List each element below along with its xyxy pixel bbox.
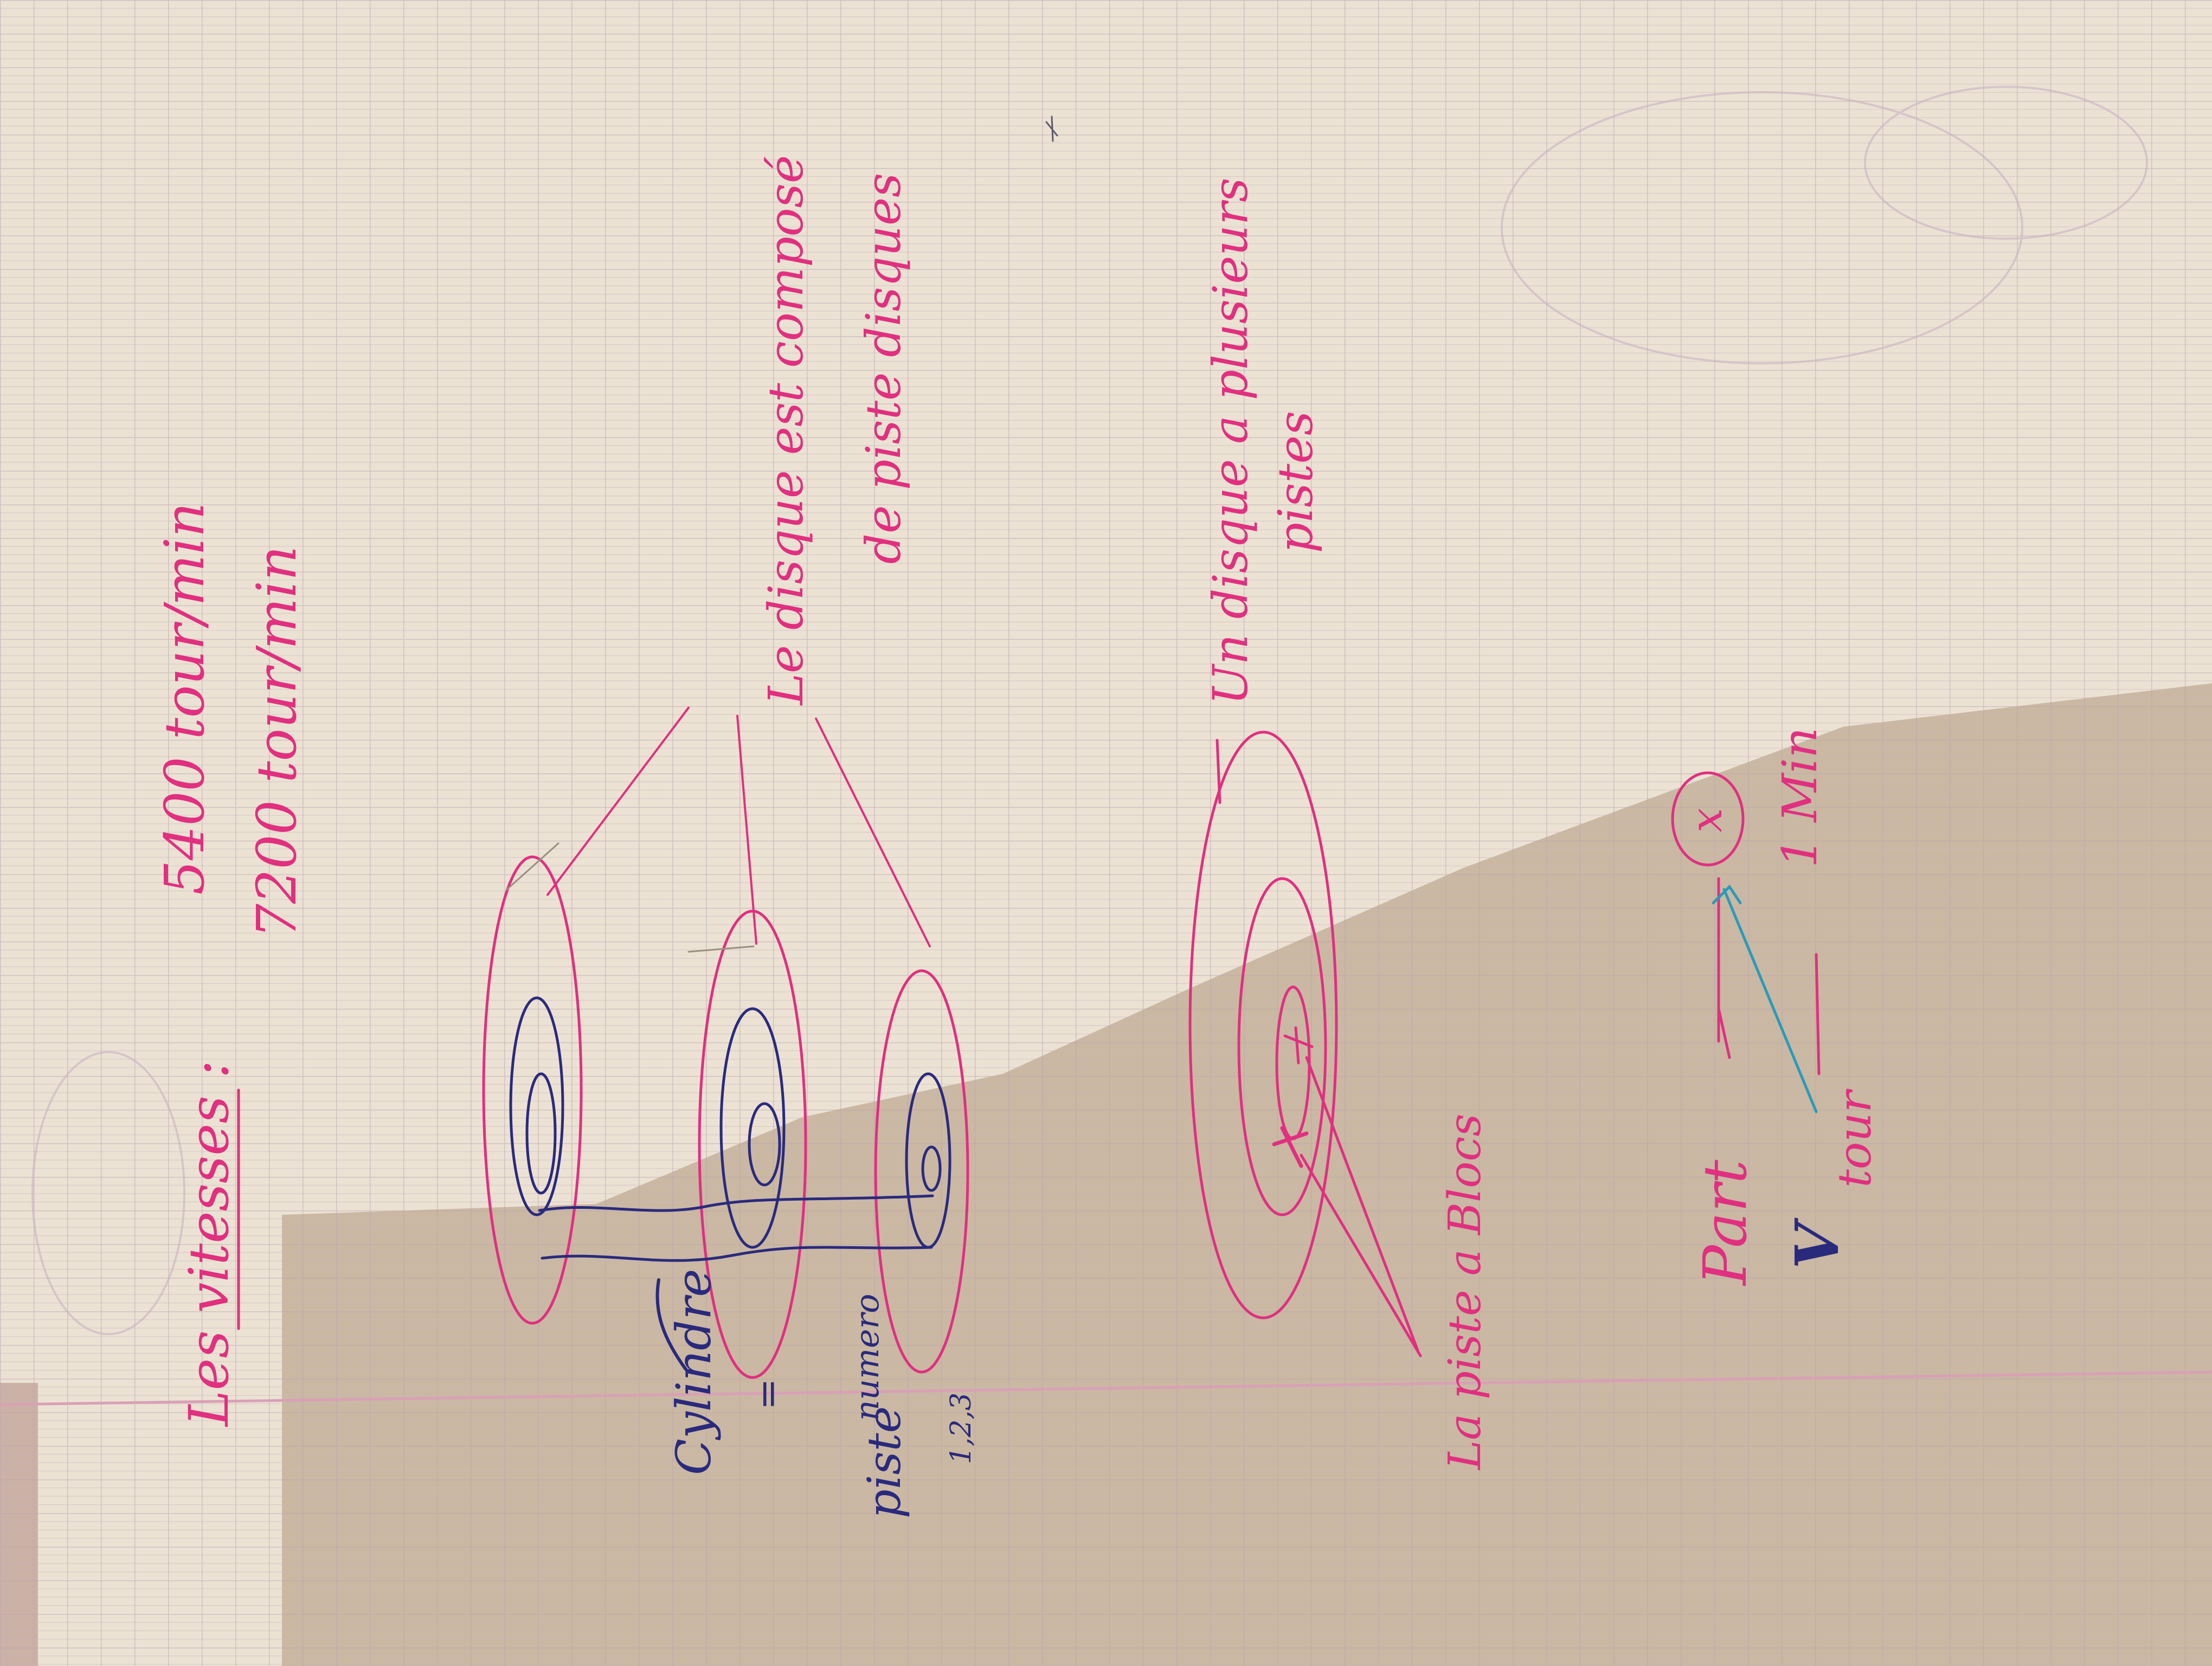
heading-text: Les vitesses :: [177, 1060, 241, 1427]
rule-v-text: V: [1782, 1218, 1852, 1269]
disk-stack-text-2: de piste disques: [856, 173, 911, 564]
margin-line: [0, 1370, 2212, 1406]
cylinder-line-bottom: [541, 1246, 933, 1262]
cylinder-line-top: [538, 1194, 934, 1212]
cylinder-text-3: piste: [858, 1406, 911, 1518]
cylinder-bracket: [655, 1278, 687, 1371]
rule-line-pink-2: [1815, 953, 1821, 1075]
cylinder-text-1: Cylindre: [666, 1269, 722, 1476]
bleed-through-sketch: [31, 86, 2148, 1335]
blocks-pointer-1: [1300, 1154, 1422, 1357]
block-mark-2: [1283, 1026, 1314, 1065]
pointer-line-3: [815, 717, 931, 947]
gray-arrow-2: [687, 945, 755, 953]
cross-mark: [1045, 116, 1058, 142]
cylinder-text-5: 1,2,3: [945, 1393, 978, 1464]
disk-track-outer: [1237, 877, 1327, 1216]
disk-outer-outline: [1188, 731, 1338, 1319]
rule-x-text: x: [1681, 808, 1732, 832]
block-mark-1: [1272, 1126, 1309, 1168]
cylinder-text-4: numero: [848, 1294, 886, 1421]
rule-part-text: Part: [1690, 1159, 1760, 1286]
platter-1-outline: [482, 855, 583, 1325]
disk-has-text-2: pistes: [1268, 411, 1323, 553]
platter-1-track-inner: [525, 1072, 557, 1195]
rule-one-min-text: 1 Min: [1772, 727, 1828, 868]
rule-diagram: [237, 116, 1821, 1330]
track-blocks-text: La piste a Blocs: [1439, 1113, 1491, 1471]
disk-has-text-1: Un disque a plusieurs: [1203, 178, 1258, 705]
speed-1-text: 5400 tour/min: [153, 502, 216, 895]
notes-text: Les vitesses : 5400 tour/min 7200 tour/m…: [153, 155, 1881, 1471]
rule-line-pink-1: [1717, 877, 1731, 1059]
unknown-circle: [1671, 771, 1745, 867]
platter-2-track-outer: [719, 1007, 786, 1249]
single-disk-drawing: [1188, 731, 1422, 1357]
gray-arrow-1: [506, 842, 560, 890]
rule-line-cyan: [1712, 885, 1818, 1113]
pointer-line-2: [736, 715, 757, 945]
blocks-pointer-2: [1305, 1056, 1419, 1352]
disk-stack-drawing: [482, 707, 969, 1379]
speed-2-text: 7200 tour/min: [245, 546, 308, 938]
tracks-arrow: [1216, 739, 1221, 804]
cylinder-text-2: =: [745, 1378, 790, 1410]
rule-tour-text: tour: [1828, 1088, 1881, 1188]
platter-1-track-outer: [509, 996, 564, 1216]
disk-stack-text-1: Le disque est composé: [758, 155, 814, 706]
platter-2-track-inner: [748, 1102, 781, 1187]
platter-3-outline: [874, 969, 969, 1374]
cylinder-note: Cylindre = piste numero 1,2,3 V: [666, 1218, 1852, 1518]
platter-3-track-inner: [921, 1145, 942, 1192]
pointer-line-1: [546, 707, 690, 896]
